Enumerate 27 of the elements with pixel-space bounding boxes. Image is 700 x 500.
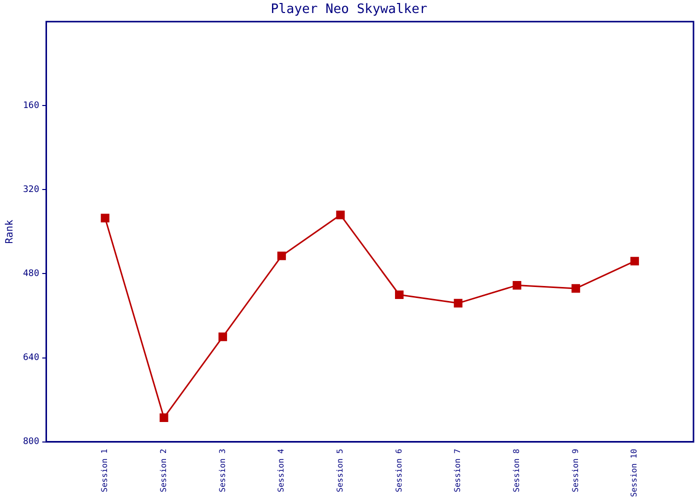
y-tick-label: 640	[22, 353, 40, 364]
y-tick-label: 800	[22, 437, 40, 448]
point	[395, 290, 404, 300]
y-tick-label: 480	[22, 269, 40, 280]
x-tick-label: Session 8	[512, 448, 522, 492]
y-tick-label: 160	[22, 100, 40, 111]
x-tick-label: Session 9	[570, 448, 580, 492]
point	[160, 413, 168, 422]
chart-title: Player Neo Skywalker	[270, 2, 428, 18]
x-tick-label: Session 5	[336, 448, 345, 492]
x-tick-label: Session 7	[453, 448, 462, 492]
x-tick-label: Session 4	[276, 448, 286, 492]
x-tick-label: Session 3	[218, 448, 227, 492]
point	[512, 281, 522, 290]
x-tick-label: Session 2	[159, 448, 168, 492]
y-axis-title: Rank	[4, 220, 16, 244]
point	[277, 252, 286, 260]
x-tick-label: Session 6	[394, 448, 404, 492]
point	[572, 284, 580, 293]
y-tick-label: 320	[22, 185, 40, 196]
point	[630, 256, 639, 266]
x-tick-label: Session 1	[100, 448, 110, 492]
point	[100, 214, 110, 222]
x-tick-label: Session 10	[630, 448, 639, 498]
point	[218, 332, 228, 342]
point	[336, 210, 345, 220]
point	[454, 298, 462, 308]
